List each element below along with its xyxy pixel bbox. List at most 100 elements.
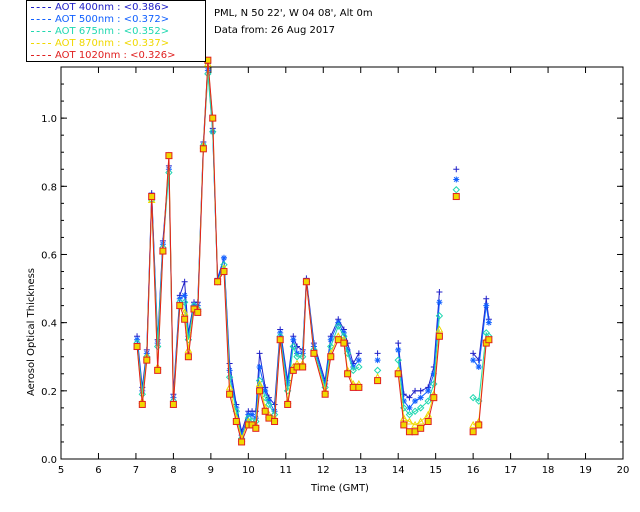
y-tick-label: 1.0 — [41, 114, 57, 125]
data-point-500nm — [430, 370, 437, 377]
data-point-675nm — [424, 397, 432, 405]
series-675nm — [133, 70, 493, 443]
data-point-1020nm — [148, 193, 156, 201]
x-tick-label: 5 — [58, 465, 64, 476]
data-point-500nm — [181, 292, 188, 299]
x-tick-label: 13 — [354, 465, 367, 476]
series-400nm — [134, 60, 492, 435]
legend-swatch-400nm — [31, 6, 51, 8]
data-point-1020nm — [143, 356, 151, 364]
data-point-400nm — [453, 166, 460, 173]
data-point-675nm — [452, 186, 460, 194]
data-point-675nm — [289, 342, 298, 351]
data-point-1020nm — [424, 418, 432, 426]
data-point-1020nm — [340, 339, 348, 347]
x-axis-label: Time (GMT) — [310, 483, 369, 494]
data-point-1020nm — [214, 278, 222, 286]
data-point-675nm — [430, 380, 438, 388]
data-point-1020nm — [261, 407, 269, 415]
data-point-400nm — [355, 350, 362, 357]
data-point-675nm — [220, 260, 228, 269]
data-point-675nm — [349, 366, 357, 375]
x-tick-label: 12 — [317, 465, 330, 476]
legend-label-870nm: AOT 870nm : <0.337> — [55, 38, 170, 49]
data-point-400nm — [436, 288, 443, 295]
data-point-1020nm — [284, 400, 292, 408]
data-point-1020nm — [374, 377, 382, 385]
data-point-1020nm — [334, 336, 342, 344]
legend-item-1020nm: AOT 1020nm : <0.326> — [31, 50, 175, 62]
data-point-1020nm — [238, 438, 246, 446]
data-point-1020nm — [194, 308, 202, 316]
x-tick-label: 15 — [429, 465, 442, 476]
data-point-675nm — [411, 407, 419, 415]
data-point-1020nm — [355, 383, 363, 391]
data-point-500nm — [256, 363, 263, 370]
data-point-400nm — [406, 394, 413, 401]
x-tick-label: 6 — [95, 465, 101, 476]
legend-swatch-1020nm — [31, 54, 51, 56]
data-point-675nm — [153, 342, 162, 351]
data-point-500nm — [262, 387, 269, 394]
data-point-500nm — [483, 302, 490, 309]
data-point-1020nm — [430, 394, 438, 402]
x-tick-label: 14 — [392, 465, 405, 476]
data-point-500nm — [290, 336, 297, 343]
data-point-675nm — [204, 70, 212, 78]
plot-axes — [60, 66, 624, 460]
y-tick-label: 0.2 — [41, 387, 57, 398]
data-point-400nm — [483, 295, 490, 302]
data-point-1020nm — [159, 247, 167, 255]
y-tick-label: 0.8 — [41, 182, 57, 193]
data-point-675nm — [180, 298, 189, 306]
legend-item-870nm: AOT 870nm : <0.337> — [31, 38, 169, 50]
data-point-1020nm — [293, 363, 301, 371]
data-point-870nm — [411, 420, 419, 428]
series-870nm — [133, 59, 493, 442]
data-point-400nm — [374, 350, 381, 357]
data-point-500nm — [355, 357, 362, 364]
data-point-1020nm — [452, 193, 460, 201]
data-point-675nm — [265, 400, 273, 409]
data-point-1020nm — [349, 383, 357, 391]
x-tick-label: 16 — [467, 465, 480, 476]
data-point-500nm — [284, 381, 291, 388]
x-tick-label: 9 — [208, 465, 214, 476]
data-point-500nm — [412, 398, 419, 405]
data-point-500nm — [453, 176, 460, 183]
data-point-870nm — [180, 308, 189, 316]
series-line-1020nm — [397, 336, 440, 433]
data-point-1020nm — [417, 424, 425, 432]
data-point-500nm — [470, 357, 477, 364]
data-point-1020nm — [176, 302, 184, 310]
data-point-500nm — [406, 404, 413, 411]
data-point-1020nm — [469, 428, 477, 436]
data-point-500nm — [485, 319, 492, 326]
data-point-500nm — [249, 411, 256, 418]
data-point-400nm — [417, 387, 424, 394]
data-point-1020nm — [276, 336, 284, 344]
data-point-675nm — [469, 393, 477, 402]
data-point-1020nm — [321, 390, 329, 398]
data-point-1020nm — [271, 418, 279, 426]
data-point-400nm — [181, 278, 188, 285]
legend-label-500nm: AOT 500nm : <0.372> — [55, 14, 170, 25]
data-point-1020nm — [435, 332, 443, 340]
data-point-400nm — [256, 350, 263, 357]
data-point-1020nm — [184, 353, 192, 361]
y-tick-label: 0.6 — [41, 250, 57, 261]
data-point-500nm — [475, 363, 482, 370]
data-point-1020nm — [232, 418, 240, 426]
series-line-675nm — [397, 315, 440, 416]
data-point-1020nm — [209, 114, 217, 122]
data-point-1020nm — [138, 400, 146, 408]
data-point-1020nm — [485, 336, 493, 344]
legend-item-500nm: AOT 500nm : <0.372> — [31, 14, 169, 26]
data-point-675nm — [435, 312, 444, 320]
data-point-500nm — [400, 398, 407, 405]
data-date: Data from: 26 Aug 2017 — [214, 25, 335, 36]
legend-label-675nm: AOT 675nm : <0.352> — [55, 26, 170, 37]
data-point-1020nm — [220, 268, 228, 276]
series-line-500nm — [472, 305, 490, 369]
